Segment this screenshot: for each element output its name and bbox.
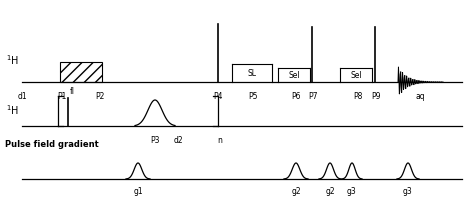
Text: g2: g2 — [291, 187, 301, 196]
Text: Pulse field gradient: Pulse field gradient — [5, 140, 99, 149]
Text: P3: P3 — [150, 136, 160, 145]
Bar — [60, 62, 102, 82]
Text: P9: P9 — [371, 92, 381, 101]
Text: g2: g2 — [325, 187, 335, 196]
Text: Sel: Sel — [288, 71, 300, 80]
Text: Sel: Sel — [350, 71, 362, 80]
Text: P7: P7 — [308, 92, 318, 101]
Text: SL: SL — [247, 69, 256, 78]
Text: $^{1}$H: $^{1}$H — [6, 53, 19, 67]
Text: g3: g3 — [347, 187, 357, 196]
Text: $^{1}$H: $^{1}$H — [6, 103, 19, 117]
Text: d2: d2 — [173, 136, 183, 145]
Text: P5: P5 — [248, 92, 258, 101]
Text: P1: P1 — [57, 92, 67, 101]
Text: g1: g1 — [133, 187, 143, 196]
Text: P8: P8 — [353, 92, 363, 101]
Text: d1: d1 — [17, 92, 27, 101]
Text: P2: P2 — [95, 92, 105, 101]
Text: fl: fl — [70, 87, 75, 96]
Text: aq: aq — [415, 92, 425, 101]
Text: n: n — [218, 136, 222, 145]
Text: P6: P6 — [291, 92, 301, 101]
Text: g3: g3 — [403, 187, 413, 196]
Text: P4: P4 — [213, 92, 223, 101]
